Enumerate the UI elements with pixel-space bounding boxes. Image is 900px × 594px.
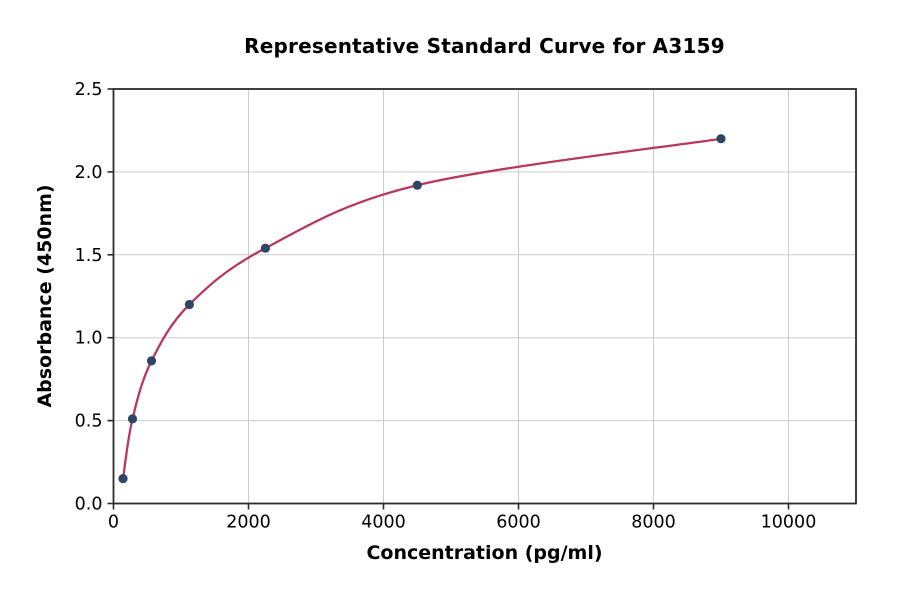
x-tick-label: 8000	[631, 513, 676, 533]
fit-curve	[121, 137, 723, 480]
data-point	[118, 474, 128, 484]
data-point	[716, 134, 726, 144]
chart-title: Representative Standard Curve for A3159	[244, 34, 725, 58]
x-tick-label: 6000	[496, 513, 541, 533]
x-tick-label: 0	[108, 513, 119, 533]
x-tick-label: 10000	[761, 513, 817, 533]
data-point	[127, 414, 138, 424]
data-point	[260, 243, 270, 253]
y-tick-label: 2.5	[75, 80, 103, 100]
axes-border	[112, 88, 857, 505]
y-tick-label: 1.0	[75, 329, 103, 349]
x-axis-label: Concentration (pg/ml)	[366, 542, 603, 564]
y-tick-label: 2.0	[75, 163, 103, 183]
y-tick-label: 1.5	[75, 246, 103, 266]
x-tick-label: 4000	[361, 513, 406, 533]
y-tick-label: 0.5	[75, 412, 103, 432]
x-tick-label: 2000	[226, 513, 271, 533]
data-point	[184, 299, 194, 310]
data-point	[412, 180, 422, 190]
y-tick-label: 0.0	[75, 495, 103, 515]
data-point	[146, 356, 157, 366]
